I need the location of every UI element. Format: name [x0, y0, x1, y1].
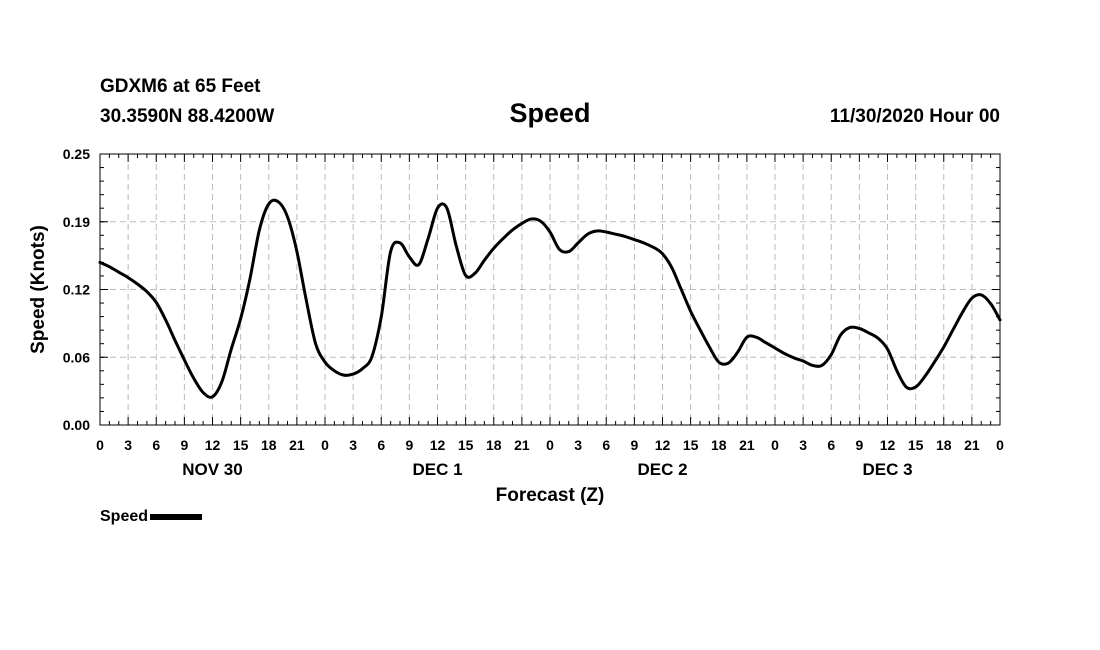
run-time-label: 11/30/2020 Hour 00	[829, 106, 1000, 127]
y-tick-label: 0.06	[63, 349, 90, 365]
x-tick-label: 9	[630, 437, 638, 453]
tick-labels: 0 3 6 9 12 15 18 21 0 3 6 9 12 15 18 21 0 3 6 9 12 15 18 21 0 3 6 9…	[63, 146, 1004, 479]
x-tick-label: 21	[514, 437, 530, 453]
x-tick-label: 21	[289, 437, 305, 453]
x-tick-label: 15	[458, 437, 474, 453]
x-tick-label: 0	[996, 437, 1004, 453]
coordinates-label: 30.3590N 88.4200W	[100, 106, 275, 127]
plot-frame	[99, 153, 1001, 426]
y-tick-label: 0.25	[63, 146, 90, 162]
x-tick-label: 18	[486, 437, 502, 453]
x-tick-label: 0	[96, 437, 104, 453]
x-tick-label: 0	[546, 437, 554, 453]
x-tick-label: 12	[430, 437, 446, 453]
x-tick-label: 3	[574, 437, 582, 453]
chart-title: Speed	[509, 98, 591, 128]
x-tick-label: 18	[261, 437, 277, 453]
x-tick-label: 0	[321, 437, 329, 453]
x-axis-label: Forecast (Z)	[496, 485, 605, 506]
x-tick-label: 3	[799, 437, 807, 453]
day-label: DEC 2	[637, 460, 687, 479]
x-tick-label: 12	[205, 437, 221, 453]
day-label: NOV 30	[182, 460, 242, 479]
legend: Speed	[100, 508, 203, 526]
x-tick-label: 12	[655, 437, 671, 453]
legend-swatch	[150, 514, 203, 520]
x-tick-label: 15	[233, 437, 249, 453]
station-label: GDXM6 at 65 Feet	[100, 76, 261, 97]
x-tick-label: 3	[124, 437, 132, 453]
day-label: DEC 3	[862, 460, 912, 479]
y-tick-label: 0.00	[63, 417, 90, 433]
x-tick-label: 21	[964, 437, 980, 453]
x-tick-label: 21	[739, 437, 755, 453]
x-tick-label: 12	[880, 437, 896, 453]
x-tick-label: 6	[377, 437, 385, 453]
y-axis-label: Speed (Knots)	[28, 225, 49, 354]
x-tick-label: 9	[405, 437, 413, 453]
x-tick-label: 9	[180, 437, 188, 453]
x-tick-label: 6	[827, 437, 835, 453]
x-tick-label: 18	[936, 437, 952, 453]
series-line-speed	[98, 198, 1002, 399]
x-tick-label: 3	[349, 437, 357, 453]
x-tick-label: 0	[771, 437, 779, 453]
y-tick-label: 0.12	[63, 282, 90, 298]
x-tick-label: 9	[855, 437, 863, 453]
grid	[100, 154, 1000, 425]
x-tick-label: 18	[711, 437, 727, 453]
x-tick-label: 15	[683, 437, 699, 453]
x-tick-label: 6	[602, 437, 610, 453]
y-tick-label: 0.19	[63, 214, 90, 230]
legend-label: Speed	[100, 508, 149, 525]
day-label: DEC 1	[412, 460, 462, 479]
x-tick-label: 6	[152, 437, 160, 453]
x-tick-label: 15	[908, 437, 924, 453]
